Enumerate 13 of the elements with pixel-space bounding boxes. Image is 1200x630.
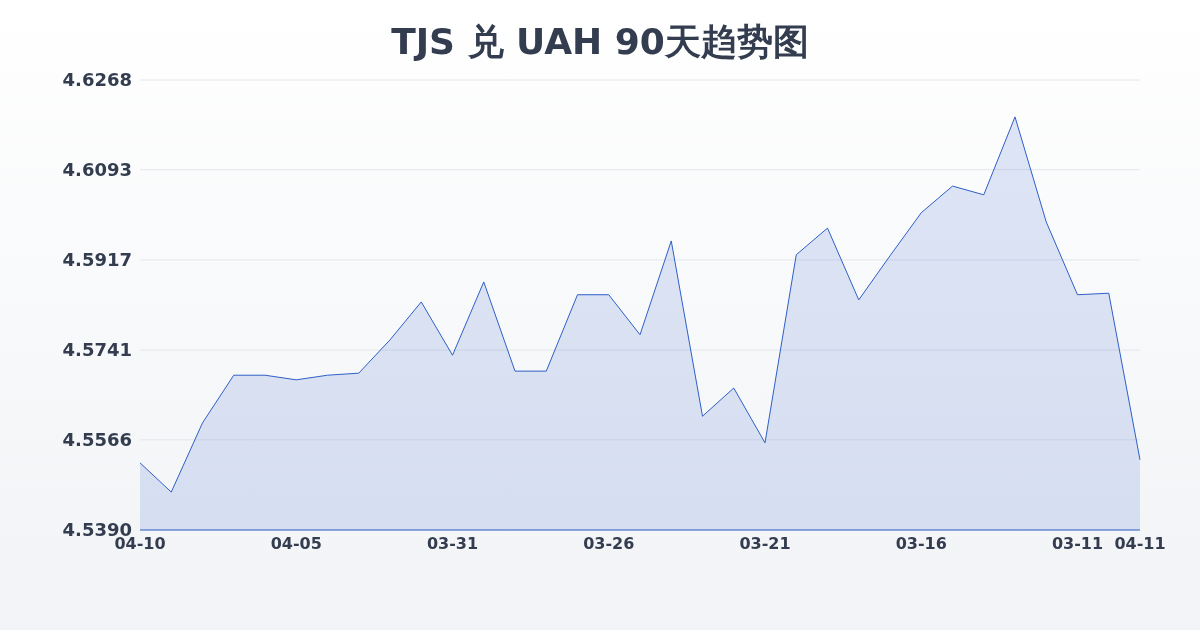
y-tick-label: 4.5566 [62, 429, 132, 451]
chart-title: TJS 兑 UAH 90天趋势图 [390, 20, 810, 64]
x-tick-label: 04-11 [1114, 534, 1166, 554]
y-tick-label: 4.6093 [62, 159, 132, 181]
x-tick-label: 03-11 [1051, 534, 1104, 554]
y-tick-label: 4.5741 [62, 339, 132, 361]
x-tick-label: 04-05 [270, 534, 322, 554]
x-tick-label: 03-21 [739, 534, 791, 554]
x-tick-label: 03-26 [583, 534, 635, 554]
x-tick-label: 03-31 [426, 534, 479, 554]
y-tick-label: 4.6268 [62, 69, 132, 91]
x-tick-label: 03-16 [895, 534, 947, 554]
y-tick-label: 4.5917 [62, 249, 132, 271]
